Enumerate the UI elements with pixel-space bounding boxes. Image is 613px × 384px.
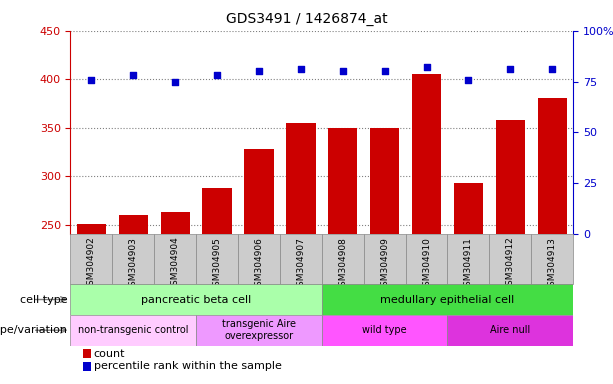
Text: cell type: cell type bbox=[20, 295, 67, 305]
Bar bbox=[538, 98, 567, 234]
Text: GSM304910: GSM304910 bbox=[422, 237, 431, 291]
Text: GSM304906: GSM304906 bbox=[254, 237, 264, 291]
Text: non-transgenic control: non-transgenic control bbox=[78, 325, 189, 335]
Text: count: count bbox=[94, 349, 125, 359]
Bar bbox=[447, 315, 573, 346]
Point bbox=[296, 66, 306, 73]
Point bbox=[422, 64, 432, 70]
Text: transgenic Aire
overexpressor: transgenic Aire overexpressor bbox=[222, 319, 296, 341]
Text: Aire null: Aire null bbox=[490, 325, 530, 335]
Bar bbox=[531, 234, 573, 284]
Text: GSM304907: GSM304907 bbox=[296, 237, 305, 291]
Bar bbox=[119, 215, 148, 234]
Bar bbox=[447, 234, 489, 284]
Text: percentile rank within the sample: percentile rank within the sample bbox=[94, 361, 281, 371]
Bar bbox=[70, 234, 112, 284]
Text: GSM304912: GSM304912 bbox=[506, 237, 515, 291]
Bar bbox=[370, 127, 399, 234]
Point bbox=[505, 66, 515, 73]
Bar bbox=[112, 234, 154, 284]
Bar bbox=[70, 284, 322, 315]
Bar bbox=[70, 315, 196, 346]
Bar bbox=[196, 315, 322, 346]
Bar bbox=[77, 223, 106, 234]
Text: GSM304904: GSM304904 bbox=[170, 237, 180, 291]
Bar bbox=[454, 183, 483, 234]
Point bbox=[212, 73, 222, 79]
Point bbox=[380, 68, 390, 74]
Text: wild type: wild type bbox=[362, 325, 407, 335]
Point bbox=[129, 73, 139, 79]
Bar bbox=[364, 234, 406, 284]
Bar bbox=[412, 74, 441, 234]
Text: pancreatic beta cell: pancreatic beta cell bbox=[141, 295, 251, 305]
Text: GSM304908: GSM304908 bbox=[338, 237, 348, 291]
Text: GSM304905: GSM304905 bbox=[213, 237, 222, 291]
Bar bbox=[496, 120, 525, 234]
Bar bbox=[196, 234, 238, 284]
Bar bbox=[328, 127, 357, 234]
Point bbox=[86, 76, 96, 83]
Bar bbox=[161, 212, 190, 234]
Bar bbox=[202, 188, 232, 234]
Bar bbox=[322, 234, 364, 284]
Text: medullary epithelial cell: medullary epithelial cell bbox=[380, 295, 515, 305]
Text: GSM304903: GSM304903 bbox=[129, 237, 138, 291]
Text: GSM304911: GSM304911 bbox=[464, 237, 473, 291]
Point bbox=[338, 68, 348, 74]
Point bbox=[170, 79, 180, 85]
Text: genotype/variation: genotype/variation bbox=[0, 325, 67, 335]
Text: GDS3491 / 1426874_at: GDS3491 / 1426874_at bbox=[226, 12, 387, 25]
Point bbox=[547, 66, 557, 73]
Bar bbox=[245, 149, 273, 234]
Bar bbox=[489, 234, 531, 284]
Bar bbox=[322, 315, 447, 346]
Bar bbox=[322, 284, 573, 315]
Bar bbox=[406, 234, 447, 284]
Point bbox=[254, 68, 264, 74]
Text: GSM304909: GSM304909 bbox=[380, 237, 389, 291]
Text: GSM304913: GSM304913 bbox=[547, 237, 557, 291]
Text: GSM304902: GSM304902 bbox=[87, 237, 96, 291]
Bar bbox=[238, 234, 280, 284]
Bar bbox=[154, 234, 196, 284]
Bar bbox=[286, 123, 316, 234]
Point bbox=[463, 76, 473, 83]
Bar bbox=[280, 234, 322, 284]
